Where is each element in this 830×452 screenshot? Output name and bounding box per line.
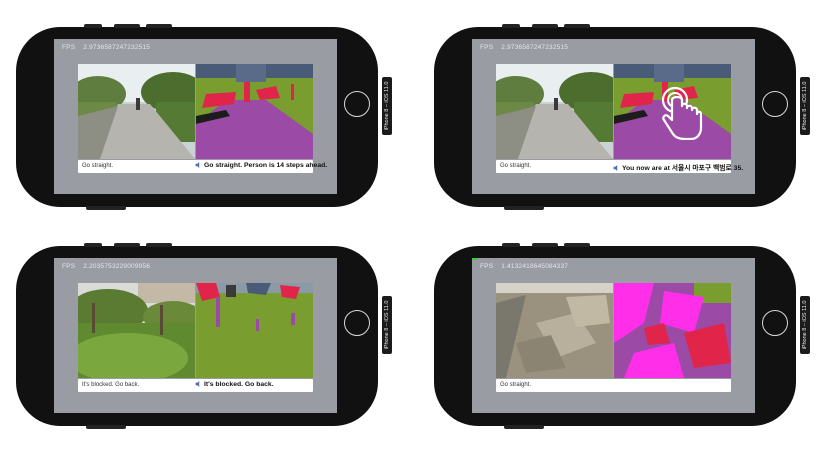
- side-button: [502, 24, 520, 28]
- volume-button: [114, 24, 140, 28]
- spoken-caption-text: It's blocked. Go back.: [204, 381, 274, 388]
- device-label: iPhone 8 – iOS 11.0: [382, 296, 392, 354]
- caption-bar: It's blocked. Go back. It's blocked. Go …: [78, 379, 313, 392]
- spoken-caption: It's blocked. Go back.: [195, 381, 274, 388]
- status-indicator: [472, 258, 478, 260]
- caption-text: Go straight.: [500, 163, 532, 169]
- fps-readout: FPS 2.2035753229009956: [62, 263, 150, 270]
- volume-button: [114, 243, 140, 247]
- spoken-caption: You now are at 서울시 마포구 백범로 35.: [613, 162, 743, 172]
- vision-panel: [496, 283, 731, 378]
- caption-text: Go straight.: [500, 382, 532, 388]
- camera-feed: [496, 283, 613, 378]
- phone-bottom-right: FPS 1.4132418645084337: [434, 243, 810, 429]
- device-label: iPhone 8 – iOS 11.0: [800, 296, 810, 354]
- device-label: iPhone 8 – iOS 11.0: [382, 77, 392, 135]
- home-button-icon[interactable]: [344, 310, 370, 336]
- side-button: [84, 243, 102, 247]
- volume-button: [564, 243, 590, 247]
- screen: FPS 2.9736587247232515: [54, 39, 337, 194]
- fps-readout: FPS 1.4132418645084337: [480, 263, 568, 270]
- volume-button: [532, 243, 558, 247]
- volume-button: [564, 24, 590, 28]
- fps-label: FPS: [480, 44, 494, 51]
- fps-readout: FPS 2.9736587247232515: [62, 44, 150, 51]
- device-label: iPhone 8 – iOS 11.0: [800, 77, 810, 135]
- caption-bar: Go straight. Go straight. Person is 14 s…: [78, 160, 327, 173]
- caption-text: Go straight.: [82, 163, 114, 169]
- tap-hand-icon: [661, 86, 703, 140]
- camera-feed: [78, 64, 195, 159]
- screen: FPS 2.2035753229009956: [54, 258, 337, 413]
- volume-button: [146, 24, 172, 28]
- fps-value: 2.9736587247232515: [501, 44, 569, 51]
- vision-panel: [496, 64, 731, 159]
- phone-bottom-left: FPS 2.2035753229009956: [16, 243, 392, 429]
- phone-top-left: FPS 2.9736587247232515: [16, 24, 392, 210]
- fps-value: 2.2035753229009956: [83, 263, 151, 270]
- home-button-icon[interactable]: [344, 91, 370, 117]
- caption-bar: Go straight. You now are at 서울시 마포구 백범로 …: [496, 160, 743, 173]
- home-button-icon[interactable]: [762, 91, 788, 117]
- home-button-icon[interactable]: [762, 310, 788, 336]
- fps-label: FPS: [480, 263, 494, 270]
- side-button: [502, 243, 520, 247]
- volume-button: [532, 24, 558, 28]
- segmentation-map: [614, 283, 731, 378]
- screen: FPS 2.9736587247232515: [472, 39, 755, 194]
- volume-button: [146, 243, 172, 247]
- segmentation-map: [196, 64, 313, 159]
- spoken-caption: Go straight. Person is 14 steps ahead.: [195, 162, 327, 169]
- power-button: [504, 425, 544, 429]
- segmentation-map: [196, 283, 313, 378]
- fps-label: FPS: [62, 263, 76, 270]
- power-button: [504, 206, 544, 210]
- fps-readout: FPS 2.9736587247232515: [480, 44, 568, 51]
- camera-feed: [496, 64, 613, 159]
- power-button: [86, 206, 126, 210]
- caption-bar: Go straight.: [496, 379, 731, 392]
- speaker-icon: [613, 165, 618, 171]
- side-button: [84, 24, 102, 28]
- fps-value: 1.4132418645084337: [501, 263, 569, 270]
- vision-panel: [78, 283, 313, 378]
- fps-value: 2.9736587247232515: [83, 44, 151, 51]
- speaker-icon: [195, 381, 200, 387]
- speaker-icon: [195, 162, 200, 168]
- spoken-caption-text: Go straight. Person is 14 steps ahead.: [204, 162, 328, 169]
- screen: FPS 1.4132418645084337: [472, 258, 755, 413]
- power-button: [86, 425, 126, 429]
- caption-text: It's blocked. Go back.: [82, 382, 140, 388]
- camera-feed: [78, 283, 195, 378]
- fps-label: FPS: [62, 44, 76, 51]
- vision-panel: [78, 64, 313, 159]
- phone-top-right: FPS 2.9736587247232515: [434, 24, 810, 210]
- spoken-caption-text: You now are at 서울시 마포구 백범로 35.: [622, 165, 744, 172]
